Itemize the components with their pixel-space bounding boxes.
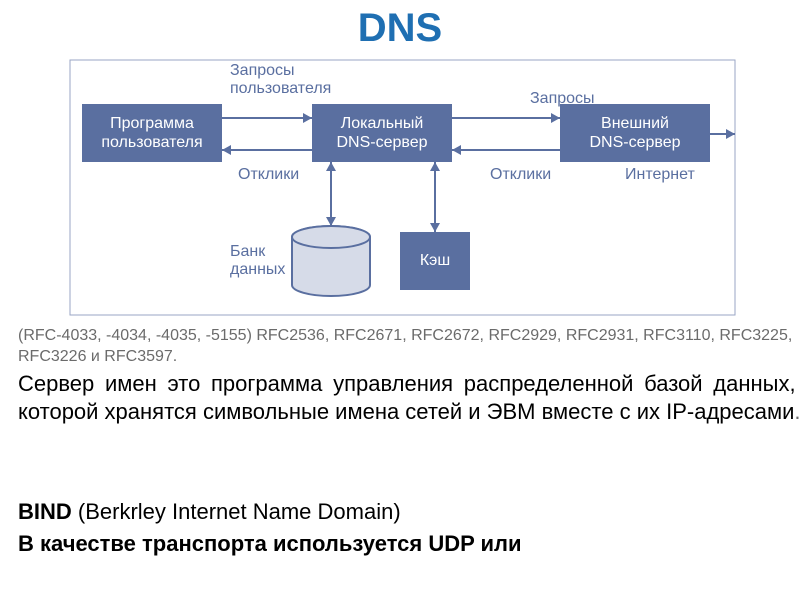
label-databank: Банкданных	[230, 243, 285, 278]
bind-rest: (Berkrley Internet Name Domain)	[72, 499, 401, 524]
bind-bold: BIND	[18, 499, 72, 524]
label-responses-2: Отклики	[490, 166, 551, 184]
rfc-line: (RFC-4033, -4034, -4035, -5155) RFC2536,…	[0, 326, 800, 368]
node-cache: Кэш	[400, 232, 470, 290]
transport-line: В качестве транспорта используется UDP и…	[0, 530, 800, 558]
definition-dot: .	[794, 399, 800, 424]
label-requests: Запросы	[530, 90, 595, 108]
label-user-requests: Запросыпользователя	[230, 62, 331, 97]
label-internet: Интернет	[625, 166, 695, 184]
node-external-dns: ВнешнийDNS-сервер	[560, 104, 710, 162]
node-program: Программапользователя	[82, 104, 222, 162]
definition-text: Сервер имен это программа управления рас…	[18, 371, 800, 424]
bind-line: BIND (Berkrley Internet Name Domain)	[0, 498, 800, 526]
node-local-dns: ЛокальныйDNS-сервер	[312, 104, 452, 162]
definition-paragraph: Сервер имен это программа управления рас…	[0, 370, 800, 425]
label-responses-1: Отклики	[238, 166, 299, 184]
